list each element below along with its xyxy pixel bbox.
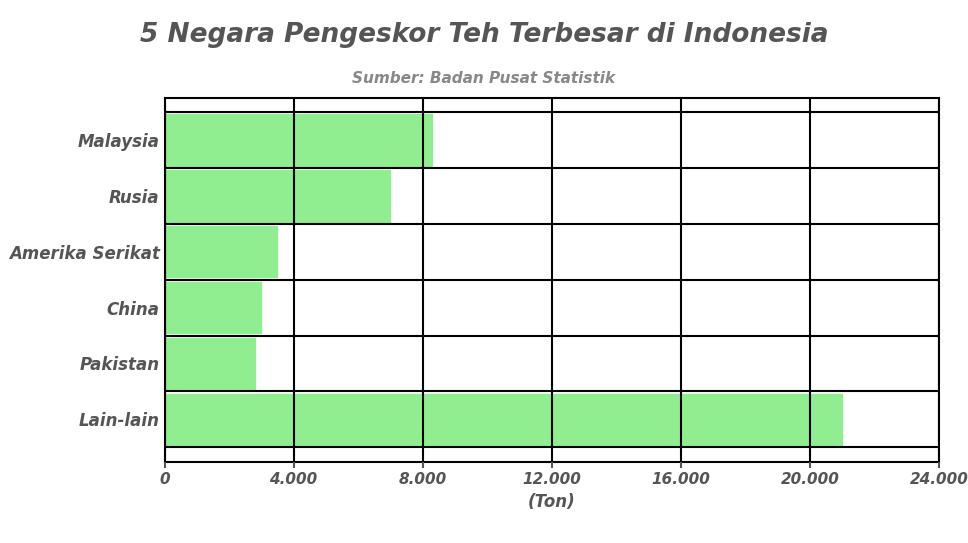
X-axis label: (Ton): (Ton)	[528, 493, 576, 510]
Text: 5 Negara Pengeskor Teh Terbesar di Indonesia: 5 Negara Pengeskor Teh Terbesar di Indon…	[139, 22, 829, 48]
Bar	[165, 394, 842, 445]
Bar	[165, 226, 278, 277]
Bar	[165, 282, 261, 333]
Bar	[165, 170, 390, 222]
Bar	[165, 114, 433, 166]
Text: Sumber: Badan Pusat Statistik: Sumber: Badan Pusat Statistik	[352, 71, 616, 86]
Bar	[165, 338, 255, 389]
